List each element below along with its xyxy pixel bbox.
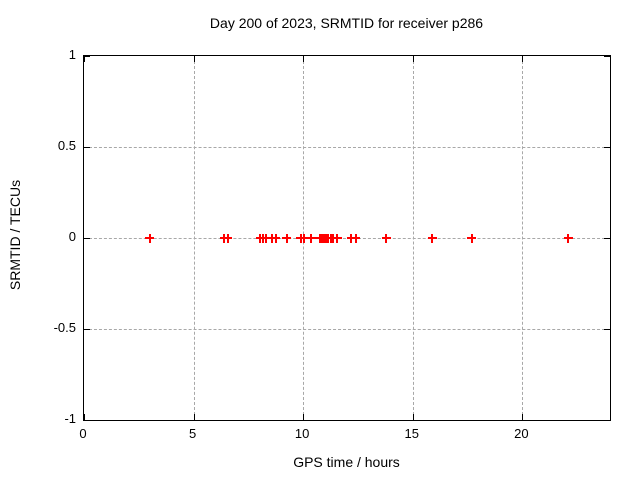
x-tick-mark xyxy=(193,56,195,62)
x-tick-mark xyxy=(522,56,524,62)
gridline-horizontal xyxy=(84,329,610,330)
y-tick-mark xyxy=(84,329,90,330)
x-tick-mark xyxy=(303,56,305,62)
x-tick-mark xyxy=(522,414,524,420)
x-tick-label: 20 xyxy=(514,426,529,441)
y-tick-label: -1 xyxy=(64,411,76,426)
x-tick-mark xyxy=(412,56,414,62)
x-tick-mark xyxy=(303,414,305,420)
data-point-marker xyxy=(223,233,233,243)
x-tick-mark xyxy=(412,414,414,420)
data-point-marker xyxy=(282,233,292,243)
data-point-marker xyxy=(261,233,271,243)
x-tick-label: 0 xyxy=(79,426,87,441)
x-tick-mark xyxy=(193,414,195,420)
y-tick-label: -0.5 xyxy=(53,320,76,335)
y-tick-mark xyxy=(84,147,90,148)
gridline-horizontal xyxy=(84,147,610,148)
data-point-marker xyxy=(381,233,391,243)
y-tick-mark xyxy=(84,420,90,421)
plot-area xyxy=(83,55,611,421)
data-point-marker xyxy=(299,233,309,243)
y-tick-label: 1 xyxy=(68,47,76,62)
x-tick-label: 15 xyxy=(404,426,419,441)
data-point-marker xyxy=(271,233,281,243)
chart-title: Day 200 of 2023, SRMTID for receiver p28… xyxy=(209,15,484,31)
x-tick-label: 5 xyxy=(188,426,197,441)
x-tick-mark xyxy=(84,414,85,420)
data-point-marker xyxy=(351,233,361,243)
y-tick-mark xyxy=(604,56,610,57)
y-tick-label: 0 xyxy=(68,229,76,244)
x-axis-label: GPS time / hours xyxy=(293,454,400,470)
data-point-marker xyxy=(145,233,155,243)
y-tick-mark xyxy=(604,147,610,148)
data-point-marker xyxy=(427,233,437,243)
data-point-marker xyxy=(563,233,573,243)
data-point-marker xyxy=(306,233,316,243)
y-tick-mark xyxy=(604,329,610,330)
y-tick-mark xyxy=(84,238,90,239)
data-point-marker xyxy=(332,233,342,243)
x-tick-mark xyxy=(84,56,85,62)
y-tick-mark xyxy=(84,56,90,57)
y-tick-label: 0.5 xyxy=(57,138,76,153)
x-tick-label: 10 xyxy=(294,426,310,441)
y-tick-mark xyxy=(604,238,610,239)
data-point-marker xyxy=(467,233,477,243)
y-axis-label: SRMTID / TECUs xyxy=(7,179,23,291)
y-tick-mark xyxy=(604,420,610,421)
